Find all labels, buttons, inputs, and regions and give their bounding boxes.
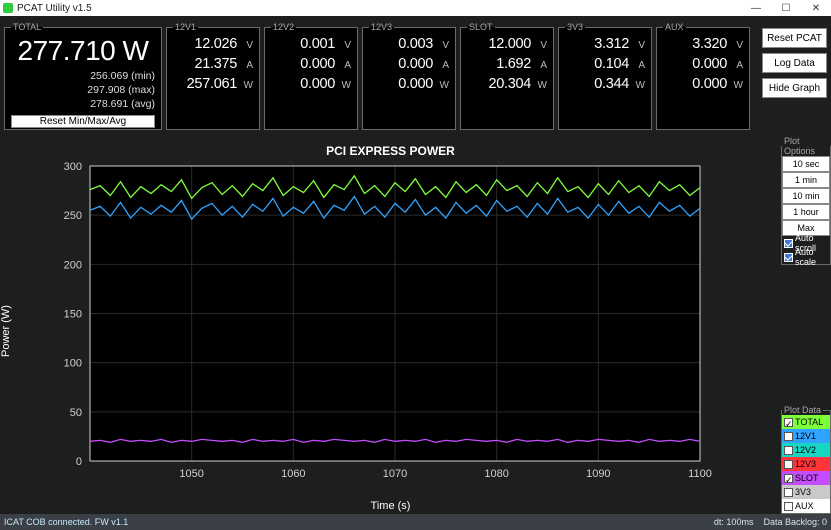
checkbox-icon (784, 446, 793, 455)
checkbox-icon (784, 418, 793, 427)
checkbox-icon (784, 488, 793, 497)
minimize-button[interactable]: — (741, 0, 771, 16)
side-buttons: Reset PCAT Log Data Hide Graph (762, 22, 827, 130)
svg-text:1070: 1070 (383, 468, 407, 480)
status-dt: dt: 100ms (714, 517, 754, 527)
svg-text:1090: 1090 (586, 468, 610, 480)
status-left: ICAT COB connected. FW v1.1 (4, 517, 128, 527)
plotdata-12v3[interactable]: 12V3 (782, 457, 830, 471)
rail-legend: SLOT (467, 22, 495, 32)
total-value: 277.710 W (11, 36, 155, 67)
rail-amps: 1.692 (467, 56, 531, 72)
rail-amps: 0.000 (663, 56, 727, 72)
plotdata-12v1[interactable]: 12V1 (782, 429, 830, 443)
rail-watts: 0.344 (565, 76, 629, 92)
checkbox-icon (784, 432, 793, 441)
svg-text:1100: 1100 (688, 468, 712, 480)
svg-text:100: 100 (64, 358, 82, 370)
close-button[interactable]: ✕ (801, 0, 831, 16)
hide-graph-button[interactable]: Hide Graph (762, 78, 827, 98)
rail-amps: 0.000 (369, 56, 433, 72)
rail-amps: 0.000 (271, 56, 335, 72)
checkbox-icon (784, 239, 793, 248)
rail-legend: AUX (663, 22, 686, 32)
svg-text:150: 150 (64, 309, 82, 321)
total-avg: 278.691 (avg) (11, 97, 155, 111)
rail-aux: AUX3.320V0.000A0.000W (656, 22, 750, 130)
chart-xlabel: Time (s) (371, 500, 411, 512)
range-1-min-button[interactable]: 1 min (782, 172, 830, 188)
plotdata-3v3[interactable]: 3V3 (782, 485, 830, 499)
rail-legend: 3V3 (565, 22, 585, 32)
plotdata-slot[interactable]: SLOT (782, 471, 830, 485)
chart-ylabel: Power (W) (0, 305, 12, 357)
svg-text:1080: 1080 (484, 468, 508, 480)
checkbox-icon (784, 253, 793, 262)
checkbox-icon (784, 474, 793, 483)
plot-area: 0 50 100 150 200 250 300 1050 1060 1070 1080 1090 11… (0, 136, 781, 514)
rail-slot: SLOT12.000V1.692A20.304W (460, 22, 554, 130)
plotdata-aux[interactable]: AUX (782, 499, 830, 513)
svg-text:50: 50 (70, 407, 82, 419)
rail-12v1: 12V112.026V21.375A257.061W (166, 22, 260, 130)
plotdata-12v2[interactable]: 12V2 (782, 443, 830, 457)
rail-watts: 0.000 (271, 76, 335, 92)
total-legend: TOTAL (11, 22, 43, 32)
rail-12v3: 12V30.003V0.000A0.000W (362, 22, 456, 130)
svg-text:200: 200 (64, 259, 82, 271)
status-bar: ICAT COB connected. FW v1.1 dt: 100ms Da… (0, 514, 831, 530)
svg-text:250: 250 (64, 210, 82, 222)
rail-volts: 0.001 (271, 36, 335, 52)
rail-watts: 0.000 (369, 76, 433, 92)
chart-svg: 0 50 100 150 200 250 300 1050 1060 1070 1080 1090 11… (0, 136, 781, 514)
rail-watts: 257.061 (173, 76, 237, 92)
checkbox-icon (784, 502, 793, 511)
rail-12v2: 12V20.001V0.000A0.000W (264, 22, 358, 130)
window-title: PCAT Utility v1.5 (17, 3, 92, 14)
plot-data-legend: Plot Data (782, 405, 823, 415)
rail-volts: 3.312 (565, 36, 629, 52)
reset-pcat-button[interactable]: Reset PCAT (762, 28, 827, 48)
plotdata-total[interactable]: TOTAL (782, 415, 830, 429)
checkbox-icon (784, 460, 793, 469)
rail-volts: 3.320 (663, 36, 727, 52)
rail-watts: 0.000 (663, 76, 727, 92)
svg-text:1060: 1060 (281, 468, 305, 480)
rail-volts: 12.026 (173, 36, 237, 52)
chart-title: PCI EXPRESS POWER (0, 144, 781, 158)
titlebar: PCAT Utility v1.5 — ☐ ✕ (0, 0, 831, 16)
plot-options-legend: Plot Options (782, 136, 830, 156)
svg-text:1050: 1050 (179, 468, 203, 480)
rail-legend: 12V1 (173, 22, 198, 32)
rail-legend: 12V2 (271, 22, 296, 32)
rail-amps: 21.375 (173, 56, 237, 72)
svg-text:0: 0 (76, 456, 82, 468)
right-column: Plot Options 10 sec1 min10 min1 hourMax … (781, 136, 831, 514)
status-backlog: Data Backlog: 0 (763, 517, 827, 527)
plot-data-group: Plot Data TOTAL12V112V212V3SLOT3V3AUX (781, 405, 831, 514)
rail-3v3: 3V33.312V0.104A0.344W (558, 22, 652, 130)
maximize-button[interactable]: ☐ (771, 0, 801, 16)
svg-text:300: 300 (64, 161, 82, 173)
rail-volts: 0.003 (369, 36, 433, 52)
main-area: 0 50 100 150 200 250 300 1050 1060 1070 1080 1090 11… (0, 136, 831, 514)
readouts-panel: TOTAL 277.710 W 256.069 (min) 297.908 (m… (0, 16, 831, 136)
total-group: TOTAL 277.710 W 256.069 (min) 297.908 (m… (4, 22, 162, 130)
check-auto-scale[interactable]: Auto scale (782, 250, 830, 264)
app-icon (3, 3, 13, 13)
reset-minmaxavg-button[interactable]: Reset Min/Max/Avg (11, 115, 155, 128)
rail-amps: 0.104 (565, 56, 629, 72)
total-max: 297.908 (max) (11, 83, 155, 97)
rail-volts: 12.000 (467, 36, 531, 52)
rail-legend: 12V3 (369, 22, 394, 32)
rail-watts: 20.304 (467, 76, 531, 92)
log-data-button[interactable]: Log Data (762, 53, 827, 73)
total-min: 256.069 (min) (11, 69, 155, 83)
range-10-min-button[interactable]: 10 min (782, 188, 830, 204)
plot-options-group: Plot Options 10 sec1 min10 min1 hourMax … (781, 136, 831, 265)
range-10-sec-button[interactable]: 10 sec (782, 156, 830, 172)
range-1-hour-button[interactable]: 1 hour (782, 204, 830, 220)
